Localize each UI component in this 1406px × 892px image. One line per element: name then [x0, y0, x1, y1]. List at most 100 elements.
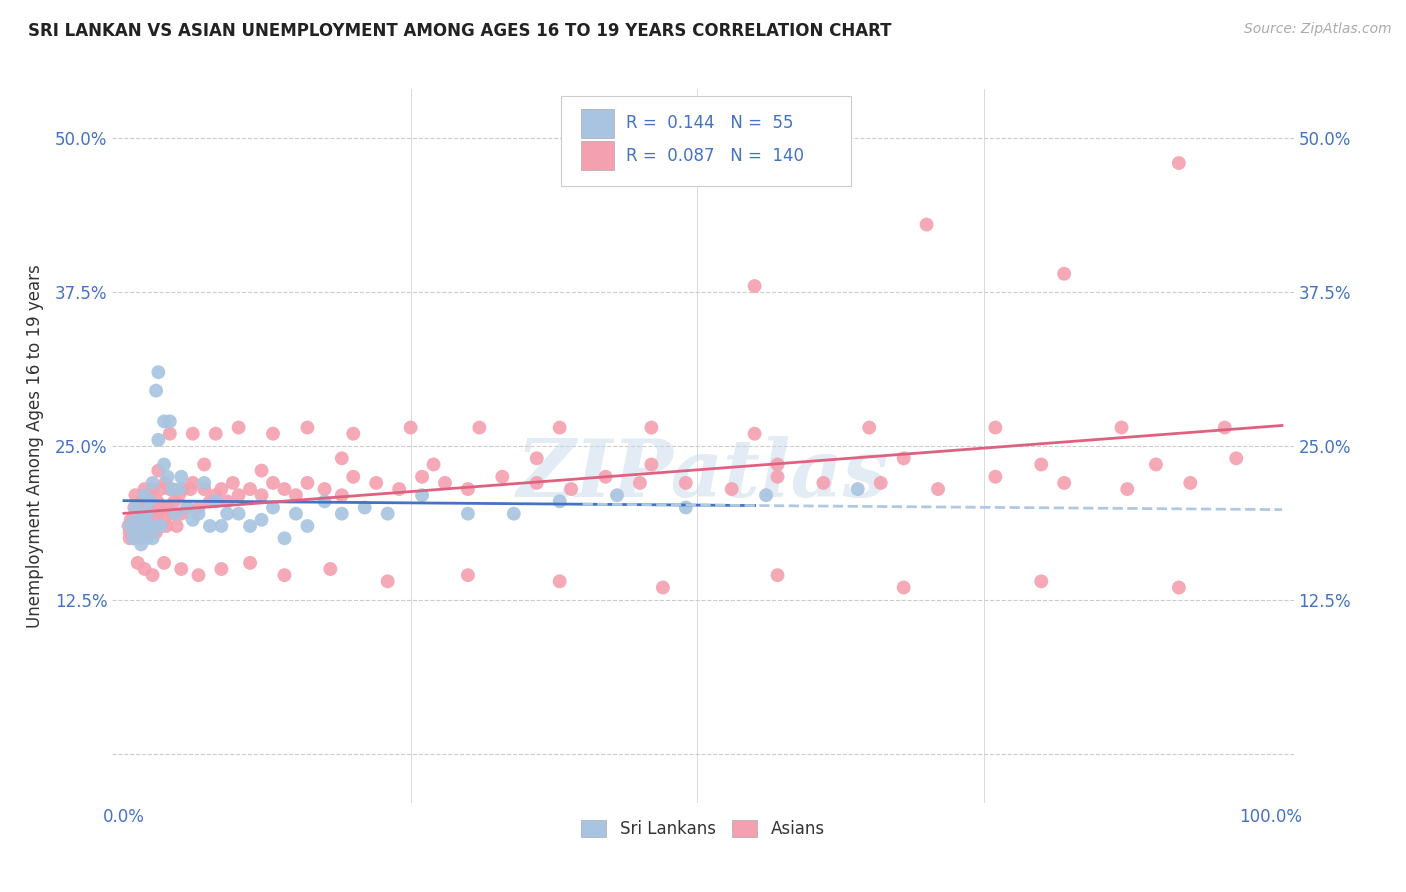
- Point: [159, 426, 181, 441]
- Point: [297, 420, 319, 434]
- Point: [217, 507, 239, 521]
- Point: [526, 451, 548, 466]
- Point: [297, 475, 319, 490]
- Point: [766, 568, 789, 582]
- Point: [142, 531, 165, 545]
- Text: R =  0.087   N =  140: R = 0.087 N = 140: [626, 146, 804, 164]
- Point: [145, 519, 167, 533]
- Point: [148, 433, 170, 447]
- Point: [131, 513, 153, 527]
- Point: [118, 525, 141, 540]
- Point: [138, 519, 160, 533]
- Y-axis label: Unemployment Among Ages 16 to 19 years: Unemployment Among Ages 16 to 19 years: [25, 264, 44, 628]
- Point: [135, 531, 157, 545]
- Point: [170, 562, 193, 576]
- Point: [377, 507, 399, 521]
- Point: [457, 482, 479, 496]
- Point: [128, 500, 150, 515]
- Point: [127, 525, 149, 540]
- Point: [135, 507, 157, 521]
- Point: [179, 482, 201, 496]
- Point: [198, 519, 221, 533]
- Point: [342, 469, 364, 483]
- Point: [150, 519, 173, 533]
- Point: [142, 519, 165, 533]
- Point: [167, 488, 190, 502]
- Point: [127, 525, 149, 540]
- Point: [330, 507, 353, 521]
- Point: [1213, 420, 1236, 434]
- Point: [193, 475, 215, 490]
- FancyBboxPatch shape: [581, 109, 614, 137]
- Point: [388, 482, 411, 496]
- Point: [1053, 267, 1076, 281]
- Point: [893, 451, 915, 466]
- Point: [217, 494, 239, 508]
- Point: [209, 562, 232, 576]
- Point: [434, 475, 457, 490]
- Point: [139, 513, 162, 527]
- Point: [284, 488, 307, 502]
- Point: [145, 384, 167, 398]
- Point: [457, 568, 479, 582]
- Point: [155, 519, 177, 533]
- Point: [377, 574, 399, 589]
- Point: [744, 279, 766, 293]
- Point: [262, 426, 284, 441]
- Point: [129, 519, 152, 533]
- Point: [915, 218, 938, 232]
- Point: [984, 469, 1007, 483]
- Legend: Sri Lankans, Asians: Sri Lankans, Asians: [575, 813, 831, 845]
- Point: [193, 482, 215, 496]
- Point: [858, 420, 880, 434]
- Point: [129, 531, 152, 545]
- Point: [159, 482, 181, 496]
- Point: [142, 500, 165, 515]
- Point: [319, 562, 342, 576]
- Point: [127, 556, 149, 570]
- Point: [124, 507, 146, 521]
- Point: [314, 494, 336, 508]
- Point: [366, 475, 388, 490]
- Point: [330, 488, 353, 502]
- Point: [187, 568, 209, 582]
- Point: [927, 482, 949, 496]
- Point: [526, 475, 548, 490]
- Point: [813, 475, 835, 490]
- Point: [1116, 482, 1139, 496]
- Point: [181, 513, 204, 527]
- Point: [156, 500, 179, 515]
- Point: [284, 507, 307, 521]
- Point: [129, 507, 152, 521]
- Point: [228, 507, 250, 521]
- Point: [846, 482, 869, 496]
- Point: [163, 494, 186, 508]
- Point: [1111, 420, 1133, 434]
- Point: [134, 488, 156, 502]
- Point: [1053, 475, 1076, 490]
- Point: [548, 574, 571, 589]
- Point: [136, 507, 159, 521]
- Point: [314, 482, 336, 496]
- Point: [142, 482, 165, 496]
- Point: [155, 475, 177, 490]
- Point: [170, 507, 193, 521]
- Point: [117, 519, 139, 533]
- Point: [869, 475, 891, 490]
- Point: [204, 426, 226, 441]
- Point: [675, 475, 697, 490]
- Point: [353, 500, 375, 515]
- Point: [142, 475, 165, 490]
- Point: [1167, 156, 1189, 170]
- Point: [187, 500, 209, 515]
- Point: [170, 469, 193, 483]
- Point: [160, 482, 183, 496]
- Point: [198, 494, 221, 508]
- Point: [176, 500, 198, 515]
- Point: [273, 482, 295, 496]
- Point: [138, 494, 160, 508]
- Point: [228, 420, 250, 434]
- Text: ZIPatlas: ZIPatlas: [517, 436, 889, 513]
- Point: [176, 500, 198, 515]
- Point: [606, 488, 628, 502]
